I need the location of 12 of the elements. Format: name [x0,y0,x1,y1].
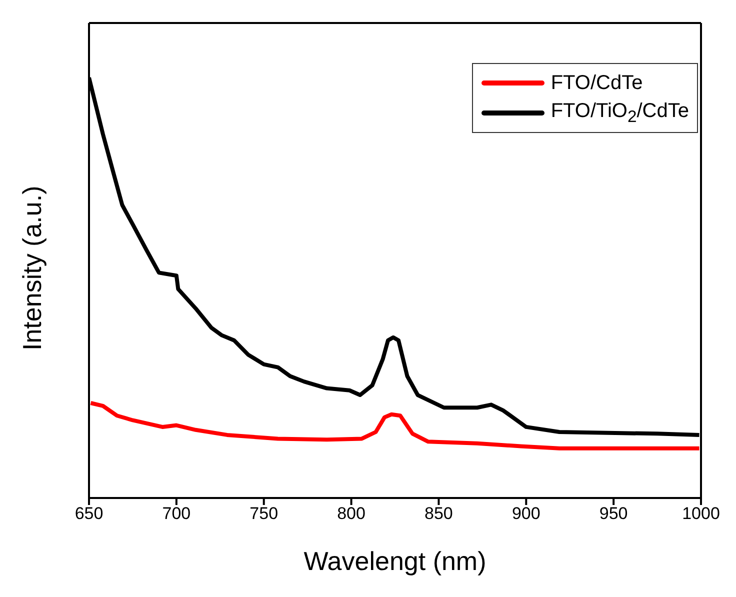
x-tick-label: 850 [424,504,453,524]
x-tick-label: 700 [162,504,191,524]
legend-label: FTO/TiO$_{2}$/CdTe [550,100,689,126]
x-axis-title: Wavelengt (nm) [304,546,486,576]
x-tick-label: 800 [337,504,366,524]
x-tick-label: 750 [250,504,278,524]
x-tick-label: 650 [74,504,104,524]
y-axis-title: Intensity (a.u.) [17,186,48,350]
x-tick-label: 1000 [682,504,720,524]
x-tick-label: 900 [512,504,540,524]
legend-label: FTO/CdTe [550,72,643,94]
x-tick-label: 950 [599,504,628,524]
